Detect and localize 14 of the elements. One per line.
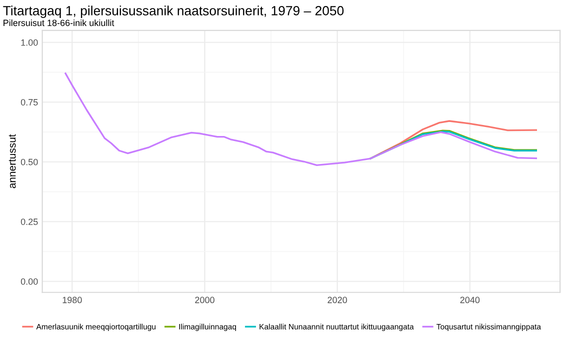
- x-tick-label: 2020: [328, 296, 347, 304]
- y-tick-label: 0.25: [20, 218, 38, 225]
- x-tick-label: 2000: [195, 296, 214, 304]
- y-tick-label: 0.75: [20, 99, 38, 106]
- y-tick-label: 1.00: [21, 39, 38, 46]
- y-axis-title: annertussut: [8, 134, 16, 188]
- y-tick-label: 0.50: [20, 158, 38, 166]
- line-series: [64, 72, 538, 166]
- y-tick-label: 0.00: [20, 278, 38, 285]
- x-tick-label: 2040: [460, 296, 480, 304]
- chart-title: Titartagaq 1, pilersuisussanik naatsorsuinerit, 1979 – 2050: [3, 6, 344, 18]
- chart-subtitle: Pilersuisut 18-66-inik ukiullit: [4, 19, 114, 26]
- line-series: [370, 120, 538, 160]
- x-tick-label: 1980: [62, 296, 82, 304]
